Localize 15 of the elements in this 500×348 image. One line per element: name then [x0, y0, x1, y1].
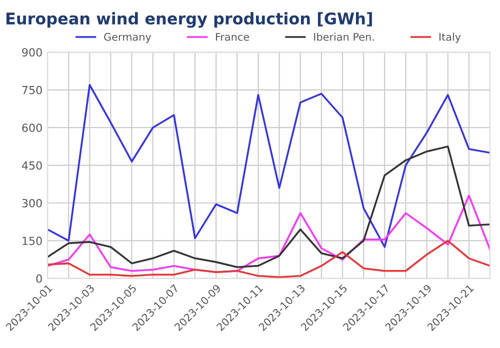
legend-label: Italy [439, 32, 461, 43]
y-tick-label: 0 [36, 274, 42, 283]
legend-label: Iberian Pen. [314, 32, 374, 41]
line-series [48, 194, 490, 274]
y-tick-label: 750 [22, 86, 42, 94]
line-series [48, 146, 490, 268]
y-tick-label: 900 [22, 48, 42, 57]
y-tick-label: 300 [22, 198, 42, 208]
y-tick-label: 600 [22, 124, 42, 132]
legend-label: France [216, 33, 250, 41]
legend-label: Germany [104, 32, 152, 43]
y-tick-label: 150 [22, 236, 42, 246]
line-series [48, 84, 490, 248]
chart-title: European wind energy production [GWh] [6, 12, 372, 28]
y-tick-label: 450 [22, 161, 42, 170]
